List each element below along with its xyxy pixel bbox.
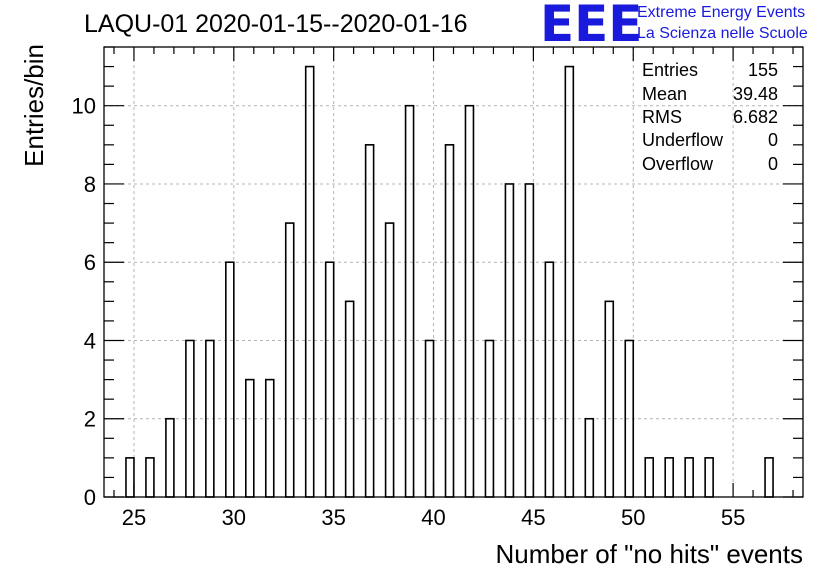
x-tick-label: 45 [521, 505, 545, 530]
x-tick-label: 55 [721, 505, 745, 530]
histogram-bar [304, 65, 315, 498]
stats-value: 0 [768, 130, 778, 150]
y-tick-label: 0 [84, 485, 96, 510]
x-tick-label: 25 [122, 505, 146, 530]
stats-value: 6.682 [733, 107, 778, 127]
stats-label: RMS [642, 107, 682, 127]
x-tick-label: 30 [222, 505, 246, 530]
histogram-bar [244, 378, 255, 498]
histogram-bar [324, 261, 335, 498]
chart-title: LAQU-01 2020-01-15--2020-01-16 [84, 10, 468, 38]
y-tick-label: 8 [84, 172, 96, 197]
histogram-bar [544, 261, 555, 498]
histogram-bar [464, 104, 475, 498]
histogram-bar [145, 457, 155, 498]
histogram-bar [125, 457, 135, 498]
histogram-bar [564, 65, 575, 498]
stats-label: Overflow [642, 154, 714, 174]
eee-logo-text: Extreme Energy Events La Scienza nelle S… [637, 2, 808, 44]
histogram-bar [404, 104, 415, 498]
y-tick-label: 2 [84, 407, 96, 432]
histogram-bar [704, 457, 714, 498]
logo-line-2: La Scienza nelle Scuole [637, 25, 808, 42]
histogram-bar [764, 457, 774, 498]
x-axis-label: Number of "no hits" events [496, 539, 804, 569]
stats-box: Entries 155 Mean 39.48 RMS 6.682 Underflow 0 Ove… [642, 60, 778, 174]
histogram-bar [264, 378, 275, 498]
histogram-bar [444, 144, 455, 498]
axis-tick-labels: 25 30 35 40 45 50 55 0 2 4 6 8 10 [72, 94, 746, 530]
histogram-bar [364, 144, 375, 498]
histogram-bar [644, 457, 655, 498]
stats-value: 39.48 [733, 84, 778, 104]
histogram-bar [344, 300, 355, 498]
eee-logo: EEE [540, 0, 643, 53]
y-tick-label: 10 [72, 94, 96, 119]
stats-label: Underflow [642, 130, 724, 150]
y-tick-label: 6 [84, 250, 96, 275]
stats-value: 155 [748, 60, 778, 80]
histogram-bar [684, 457, 694, 498]
x-tick-label: 50 [621, 505, 645, 530]
histogram-bar [384, 222, 395, 498]
histogram-bar [225, 261, 235, 498]
histogram-bar [284, 222, 295, 498]
y-axis-label: Entries/bin [19, 44, 49, 167]
stats-label: Entries [642, 60, 698, 80]
axis-ticks [104, 46, 803, 498]
histogram-bar [664, 457, 674, 498]
histogram-bar [165, 417, 175, 498]
histogram-bar [584, 417, 595, 498]
y-tick-label: 4 [84, 328, 96, 353]
x-tick-label: 40 [421, 505, 445, 530]
x-tick-label: 35 [321, 505, 345, 530]
stats-label: Mean [642, 84, 687, 104]
stats-value: 0 [768, 154, 778, 174]
logo-line-1: Extreme Energy Events [637, 4, 806, 21]
histogram-bar [604, 300, 615, 498]
